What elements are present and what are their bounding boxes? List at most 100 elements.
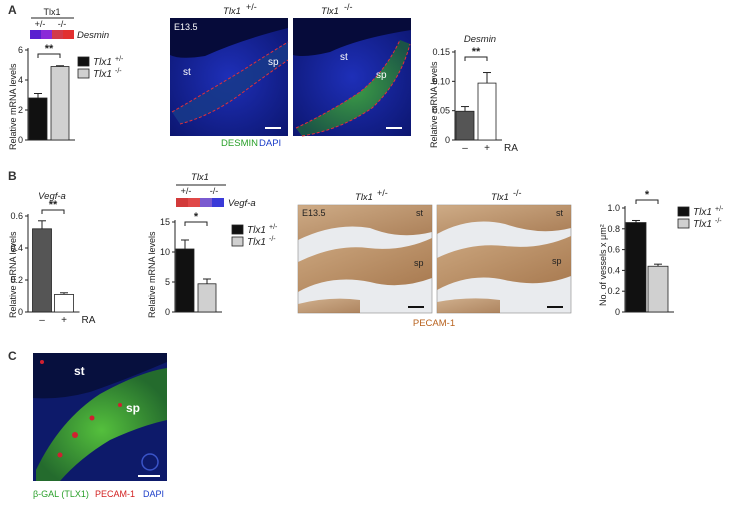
micro-C-caption-dapi: DAPI [143,489,164,499]
significance-label: ** [49,199,58,211]
micro-A-right-sup: -/- [344,2,353,12]
legend-label-sup: +/- [115,56,124,63]
legend-label-sup: +/- [269,224,278,231]
chart-A-right: Desmin Relative mRNA levels 0 0.05 0.10 0.1… [429,34,518,154]
heatmap-B-cell [200,198,212,207]
chart-A-left-ylabel: Relative mRNA levels [8,63,18,150]
significance-bracket [41,209,65,214]
y-tick-label: 10 [160,247,170,257]
micro-A-stage: E13.5 [174,22,198,32]
legend-swatch [77,56,90,67]
legend-swatch [677,218,690,229]
significance-bracket [184,221,208,226]
micro-A-right-sp: sp [376,70,387,81]
heatmap-A-cell [52,30,63,39]
heatmap-A-cell [63,30,74,39]
chart-B-left-ylabel: Relative mRNA levels [8,231,18,318]
y-tick-label: 4 [18,75,23,85]
chart-B-mid-ylabel: Relative mRNA levels [147,231,157,318]
micro-B-left-title: Tlx1 [355,192,373,203]
bar [54,293,74,313]
y-tick-label: 6 [18,45,23,55]
y-tick-label: 15 [160,217,170,227]
micro-C-caption-bgal: β-GAL (TLX1) [33,489,89,499]
chart-B-left: Vegf-a Relative mRNA levels 0 0.2 0.4 0.6 **… [8,191,96,326]
y-tick-label: 0.8 [607,224,620,234]
legend-label: Tlx1 [93,57,112,68]
legend-label: Tlx1 [247,225,266,236]
bar [455,110,475,141]
x-tick-label: + [61,315,67,326]
micrograph-A: Tlx1 +/- Tlx1 -/- E13.5 st sp st sp DESM… [170,2,411,149]
micro-A-right-title: Tlx1 [321,6,339,17]
heatmap-A-gene-header: Tlx1 [43,7,60,17]
legend-swatch [677,206,690,217]
y-tick-label: 5 [165,277,170,287]
micro-A-left-st: st [183,67,191,78]
heatmap-B-genotype-ko: -/- [210,186,219,196]
micro-B-right-sup: -/- [513,188,522,198]
legend-swatch [231,224,244,235]
heatmap-A-gene: Desmin [77,30,109,41]
panel-label-A: A [8,3,17,17]
y-tick-label: 0.6 [607,245,620,255]
heatmap-A-cell [41,30,52,39]
chart-A-right-title: Desmin [464,34,496,45]
legend-label: Tlx1 [693,207,712,218]
significance-label: * [194,211,199,223]
micrograph-C: st sp β-GAL (TLX1) PECAM-1 DAPI [33,353,167,499]
y-tick-label: 0.15 [432,47,450,57]
bar [647,265,669,313]
bar [32,228,52,313]
y-tick-label: 0.4 [10,243,23,253]
y-tick-label: 2 [18,105,23,115]
micrograph-B: Tlx1 +/- Tlx1 -/- E13.5 st sp st sp PECA… [297,188,572,329]
heatmap-B-cell [188,198,200,207]
bar [197,283,217,313]
micro-C-st: st [74,364,85,378]
chart-A-right-ylabel: Relative mRNA levels [429,61,439,148]
micro-C-sp: sp [126,401,140,415]
x-tick-label: – [39,315,45,326]
y-tick-label: 1.0 [607,203,620,213]
micro-B-left-sp: sp [414,258,424,268]
micro-B-right-sp: sp [552,256,562,266]
bar [477,82,497,141]
legend-swatch [77,68,90,79]
micro-A-left-sp: sp [268,57,279,68]
x-tick-label: + [484,143,490,154]
legend-label-sup: -/- [269,236,276,243]
heatmap-B-cell [212,198,224,207]
y-tick-label: 0 [615,307,620,317]
chart-B-right-ylabel: No. of vessels x μm² [598,224,608,306]
heatmap-A-cell [30,30,41,39]
legend-label-sup: -/- [115,68,122,75]
micro-B-caption: PECAM-1 [413,318,455,329]
legend-swatch [231,236,244,247]
micro-A-caption-dapi: DAPI [259,138,281,149]
micro-A-right-st: st [340,52,348,63]
x-axis-label: RA [504,143,518,154]
bar [50,66,70,141]
heatmap-B: Tlx1 +/- -/- Vegf-a [176,172,256,209]
heatmap-A-genotype-ko: -/- [58,19,67,29]
y-tick-label: 0 [445,135,450,145]
significance-bracket [464,56,488,61]
significance-label: * [645,189,650,201]
chart-B-mid: Relative mRNA levels 0 5 10 15 * Tlx1 +/-Tlx1-… [147,211,278,318]
y-tick-label: 0 [18,135,23,145]
y-tick-label: 0 [18,307,23,317]
legend-label: Tlx1 [93,69,112,80]
micro-B-right-title: Tlx1 [491,192,509,203]
heatmap-B-gene-header: Tlx1 [191,172,209,183]
heatmap-B-cell [176,198,188,207]
micro-A-left-title: Tlx1 [223,6,241,17]
y-tick-label: 0.05 [432,106,450,116]
panel-label-C: C [8,349,17,363]
bar [28,97,48,141]
heatmap-B-gene: Vegf-a [228,198,256,209]
x-tick-label: – [462,143,468,154]
significance-label: ** [45,43,54,55]
y-tick-label: 0.2 [607,286,620,296]
